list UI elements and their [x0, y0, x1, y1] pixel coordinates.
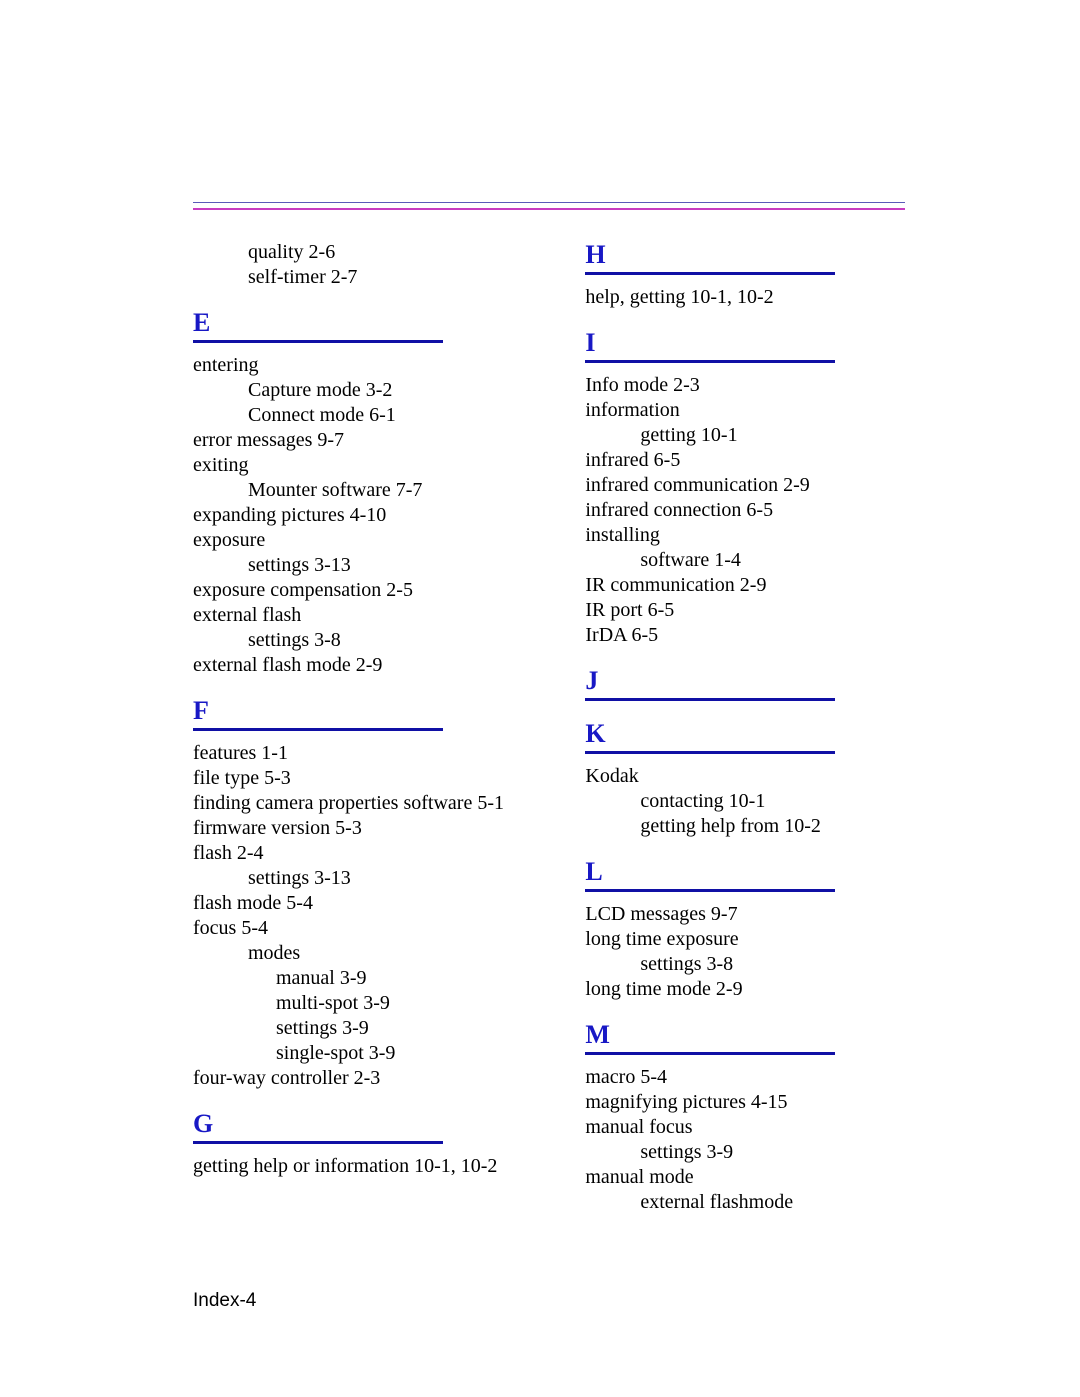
columns: quality 2-6self-timer 2-7 EenteringCaptu… — [105, 240, 975, 1215]
index-entry: external flashmode — [585, 1190, 935, 1215]
page-footer: Index-4 — [193, 1290, 256, 1312]
index-entry: focus 5-4 — [193, 916, 525, 941]
section-letter-l: L — [585, 857, 935, 887]
index-entry: error messages 9-7 — [193, 428, 525, 453]
index-entry: settings 3-13 — [193, 866, 525, 891]
section-rule — [193, 340, 443, 343]
index-entry: Mounter software 7-7 — [193, 478, 525, 503]
index-entry: flash mode 5-4 — [193, 891, 525, 916]
index-entry: manual mode — [585, 1165, 935, 1190]
index-entry: infrared connection 6-5 — [585, 498, 935, 523]
index-entry: manual 3-9 — [193, 966, 525, 991]
index-entry: file type 5-3 — [193, 766, 525, 791]
section-rule — [585, 751, 835, 754]
index-entry: help, getting 10-1, 10-2 — [585, 285, 935, 310]
page: quality 2-6self-timer 2-7 EenteringCaptu… — [0, 0, 1080, 1397]
section-letter-m: M — [585, 1020, 935, 1050]
index-entry: four-way controller 2-3 — [193, 1066, 525, 1091]
index-entry: external flash mode 2-9 — [193, 653, 525, 678]
index-entry: Info mode 2-3 — [585, 373, 935, 398]
section-letter-j: J — [585, 666, 935, 696]
index-entry: settings 3-9 — [585, 1140, 935, 1165]
index-entry: getting help or information 10-1, 10-2 — [193, 1154, 525, 1179]
index-entry: getting help from 10-2 — [585, 814, 935, 839]
index-entry: Connect mode 6-1 — [193, 403, 525, 428]
index-entry: information — [585, 398, 935, 423]
section-rule — [585, 889, 835, 892]
index-entry: magnifying pictures 4-15 — [585, 1090, 935, 1115]
index-entry: exposure compensation 2-5 — [193, 578, 525, 603]
index-entry: expanding pictures 4-10 — [193, 503, 525, 528]
index-entry: getting 10-1 — [585, 423, 935, 448]
index-entry: IR communication 2-9 — [585, 573, 935, 598]
column-left: quality 2-6self-timer 2-7 EenteringCaptu… — [105, 240, 525, 1215]
index-entry: long time mode 2-9 — [585, 977, 935, 1002]
index-entry: infrared communication 2-9 — [585, 473, 935, 498]
index-entry: settings 3-8 — [585, 952, 935, 977]
section-letter-i: I — [585, 328, 935, 358]
index-entry: settings 3-9 — [193, 1016, 525, 1041]
section-rule — [193, 1141, 443, 1144]
index-entry: infrared 6-5 — [585, 448, 935, 473]
continuation-block: quality 2-6self-timer 2-7 — [193, 240, 525, 290]
section-letter-f: F — [193, 696, 525, 726]
index-entry: finding camera properties software 5-1 — [193, 791, 525, 816]
index-entry: external flash — [193, 603, 525, 628]
index-entry: modes — [193, 941, 525, 966]
index-entry: features 1-1 — [193, 741, 525, 766]
index-entry: manual focus — [585, 1115, 935, 1140]
section-rule — [585, 360, 835, 363]
column-right: Hhelp, getting 10-1, 10-2IInfo mode 2-3i… — [555, 240, 975, 1215]
index-entry: IR port 6-5 — [585, 598, 935, 623]
index-entry: quality 2-6 — [193, 240, 525, 265]
index-entry: long time exposure — [585, 927, 935, 952]
index-entry: IrDA 6-5 — [585, 623, 935, 648]
index-entry: firmware version 5-3 — [193, 816, 525, 841]
section-letter-h: H — [585, 240, 935, 270]
index-entry: exiting — [193, 453, 525, 478]
section-rule — [585, 1052, 835, 1055]
index-entry: software 1-4 — [585, 548, 935, 573]
index-entry: settings 3-13 — [193, 553, 525, 578]
index-entry: self-timer 2-7 — [193, 265, 525, 290]
header-rule — [193, 202, 905, 210]
section-letter-k: K — [585, 719, 935, 749]
index-entry: flash 2-4 — [193, 841, 525, 866]
index-entry: entering — [193, 353, 525, 378]
section-rule — [585, 698, 835, 701]
index-entry: contacting 10-1 — [585, 789, 935, 814]
index-entry: exposure — [193, 528, 525, 553]
index-entry: Capture mode 3-2 — [193, 378, 525, 403]
section-rule — [585, 272, 835, 275]
section-letter-g: G — [193, 1109, 525, 1139]
section-rule — [193, 728, 443, 731]
index-entry: Kodak — [585, 764, 935, 789]
index-entry: settings 3-8 — [193, 628, 525, 653]
index-entry: multi-spot 3-9 — [193, 991, 525, 1016]
index-entry: LCD messages 9-7 — [585, 902, 935, 927]
index-entry: macro 5-4 — [585, 1065, 935, 1090]
section-letter-e: E — [193, 308, 525, 338]
index-entry: single-spot 3-9 — [193, 1041, 525, 1066]
index-entry: installing — [585, 523, 935, 548]
